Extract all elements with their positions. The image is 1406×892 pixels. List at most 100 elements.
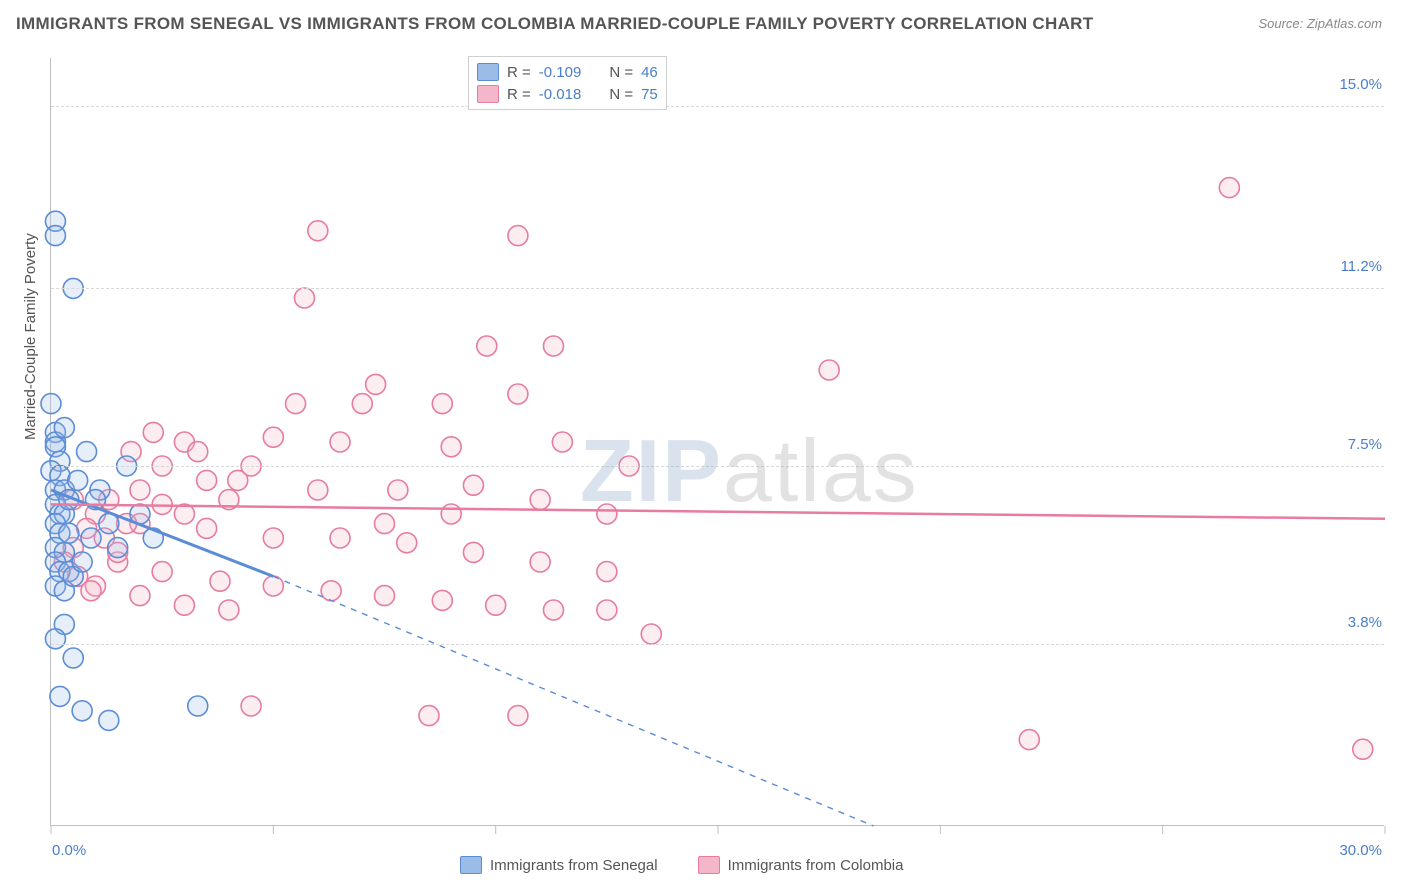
data-point: [174, 595, 194, 615]
n-label: N =: [609, 64, 633, 81]
data-point: [99, 710, 119, 730]
data-point: [597, 562, 617, 582]
data-point: [375, 514, 395, 534]
n-label: N =: [609, 86, 633, 103]
r-label: R =: [507, 64, 531, 81]
legend-series-label: Immigrants from Senegal: [490, 857, 658, 874]
gridline: [51, 466, 1384, 467]
data-point: [543, 336, 563, 356]
legend-swatch: [460, 856, 482, 874]
plot-area: [50, 58, 1384, 826]
data-point: [641, 624, 661, 644]
data-point: [597, 504, 617, 524]
y-tick-label: 15.0%: [1339, 76, 1382, 93]
data-point: [45, 629, 65, 649]
data-point: [219, 600, 239, 620]
data-point: [45, 226, 65, 246]
data-point: [263, 576, 283, 596]
legend-series: Immigrants from Senegal Immigrants from C…: [460, 856, 903, 874]
gridline: [51, 106, 1384, 107]
gridline: [51, 644, 1384, 645]
data-point: [50, 686, 70, 706]
data-point: [388, 480, 408, 500]
data-point: [463, 542, 483, 562]
source-label: Source: ZipAtlas.com: [1258, 16, 1382, 31]
data-point: [197, 470, 217, 490]
data-point: [352, 394, 372, 414]
data-point: [508, 226, 528, 246]
legend-series-label: Immigrants from Colombia: [728, 857, 904, 874]
data-point: [1219, 178, 1239, 198]
x-axis-min-label: 0.0%: [52, 842, 86, 859]
y-axis-label: Married-Couple Family Poverty: [22, 233, 39, 440]
data-point: [130, 480, 150, 500]
y-tick-label: 11.2%: [1341, 258, 1382, 275]
legend-correlation-row: R = -0.109 N = 46: [477, 61, 658, 83]
data-point: [366, 374, 386, 394]
r-value: -0.109: [539, 64, 582, 81]
data-point: [72, 701, 92, 721]
legend-correlation: R = -0.109 N = 46 R = -0.018 N = 75: [468, 56, 667, 110]
data-point: [210, 571, 230, 591]
data-point: [263, 528, 283, 548]
y-tick-label: 7.5%: [1348, 436, 1382, 453]
data-point: [72, 552, 92, 572]
data-point: [530, 490, 550, 510]
data-point: [397, 533, 417, 553]
r-value: -0.018: [539, 86, 582, 103]
data-point: [530, 552, 550, 572]
n-value: 75: [641, 86, 658, 103]
legend-series-item: Immigrants from Senegal: [460, 856, 658, 874]
regression-line: [51, 504, 1385, 518]
r-label: R =: [507, 86, 531, 103]
data-point: [477, 336, 497, 356]
data-point: [241, 696, 261, 716]
data-point: [108, 538, 128, 558]
legend-swatch: [477, 63, 499, 81]
data-point: [321, 581, 341, 601]
gridline: [51, 288, 1384, 289]
legend-swatch: [477, 85, 499, 103]
data-point: [77, 442, 97, 462]
data-point: [188, 696, 208, 716]
data-point: [294, 288, 314, 308]
data-point: [486, 595, 506, 615]
legend-correlation-row: R = -0.018 N = 75: [477, 83, 658, 105]
data-point: [819, 360, 839, 380]
data-point: [543, 600, 563, 620]
data-point: [432, 590, 452, 610]
data-point: [54, 418, 74, 438]
chart-title: IMMIGRANTS FROM SENEGAL VS IMMIGRANTS FR…: [16, 14, 1093, 34]
data-point: [143, 422, 163, 442]
data-point: [308, 480, 328, 500]
data-point: [508, 706, 528, 726]
data-point: [441, 437, 461, 457]
data-point: [432, 394, 452, 414]
legend-series-item: Immigrants from Colombia: [698, 856, 904, 874]
plot-svg: [51, 58, 1384, 825]
data-point: [508, 384, 528, 404]
data-point: [286, 394, 306, 414]
data-point: [552, 432, 572, 452]
data-point: [308, 221, 328, 241]
x-axis-max-label: 30.0%: [1339, 842, 1382, 859]
data-point: [130, 586, 150, 606]
data-point: [81, 581, 101, 601]
data-point: [330, 432, 350, 452]
data-point: [63, 648, 83, 668]
data-point: [1353, 739, 1373, 759]
data-point: [1019, 730, 1039, 750]
data-point: [597, 600, 617, 620]
data-point: [419, 706, 439, 726]
regression-extrapolation: [273, 576, 873, 826]
legend-swatch: [698, 856, 720, 874]
n-value: 46: [641, 64, 658, 81]
data-point: [463, 475, 483, 495]
data-point: [263, 427, 283, 447]
data-point: [188, 442, 208, 462]
data-point: [375, 586, 395, 606]
data-point: [197, 518, 217, 538]
data-point: [330, 528, 350, 548]
data-point: [68, 470, 88, 490]
data-point: [81, 528, 101, 548]
